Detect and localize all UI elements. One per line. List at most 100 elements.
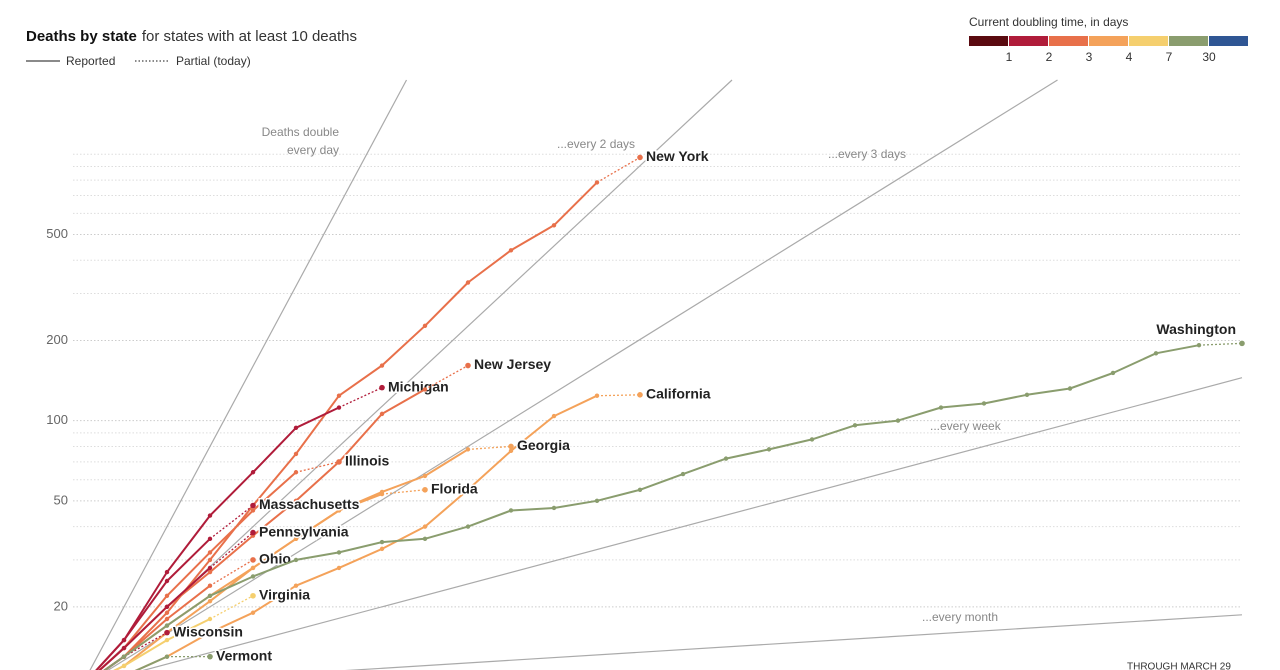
state-label: Washington <box>1156 321 1236 337</box>
data-point <box>938 405 944 410</box>
data-point <box>336 565 342 571</box>
color-legend-tick: 30 <box>1202 50 1216 64</box>
data-point <box>551 223 557 228</box>
data-point <box>637 154 643 161</box>
color-legend-swatch <box>1169 36 1208 46</box>
series-line <box>103 181 598 670</box>
data-point <box>336 550 342 555</box>
chart-subtitle: for states with at least 10 deaths <box>142 28 357 45</box>
data-point <box>250 565 256 571</box>
series-line <box>95 538 211 670</box>
data-point <box>164 610 170 615</box>
color-legend-swatch <box>1209 36 1248 46</box>
data-point <box>379 546 385 552</box>
partial-segment <box>424 364 469 390</box>
reference-line <box>89 79 408 670</box>
data-point <box>121 637 127 643</box>
legend-dotted-label: Partial (today) <box>176 54 251 68</box>
data-point <box>207 557 213 563</box>
data-point <box>207 598 213 604</box>
series-line <box>134 655 168 670</box>
state-label: Florida <box>431 480 478 496</box>
data-point <box>164 604 170 610</box>
data-point <box>379 384 385 391</box>
series <box>113 592 256 670</box>
series-line <box>113 618 211 670</box>
data-point <box>250 610 256 615</box>
data-point <box>164 569 170 575</box>
data-point <box>250 529 256 536</box>
y-tick-label: 50 <box>54 492 68 507</box>
partial-segment <box>596 156 641 183</box>
data-point <box>336 459 342 465</box>
data-point <box>293 470 299 475</box>
series <box>95 502 256 670</box>
state-label: Michigan <box>388 378 449 394</box>
data-point <box>164 578 170 584</box>
series <box>103 557 256 670</box>
data-point <box>680 471 686 477</box>
reference-line <box>107 79 1058 670</box>
data-point <box>465 280 471 285</box>
color-legend-tick: 2 <box>1046 50 1053 64</box>
color-legend-swatch <box>1089 36 1128 46</box>
data-point <box>164 654 170 659</box>
chart-heading: Deaths by state for states with at least … <box>26 28 357 45</box>
data-point <box>207 583 213 588</box>
reference-label: Deaths double <box>262 125 340 139</box>
data-point <box>250 574 256 579</box>
color-legend-title: Current doubling time, in days <box>969 15 1128 29</box>
partial-segment <box>1198 342 1243 346</box>
data-point <box>1110 370 1116 376</box>
color-legend-tick: 7 <box>1166 50 1173 64</box>
data-point <box>121 654 127 659</box>
data-point <box>293 425 299 430</box>
series-line <box>103 584 211 670</box>
data-point <box>465 524 471 529</box>
data-point <box>336 508 342 513</box>
partial-segment <box>596 394 641 397</box>
data-point <box>250 592 256 599</box>
data-point <box>809 437 815 442</box>
partial-segment <box>209 505 254 540</box>
data-point <box>164 623 170 628</box>
data-point <box>508 448 514 454</box>
reference-label: ...every week <box>930 419 1002 433</box>
series-line <box>113 493 383 670</box>
y-tick-label: 200 <box>46 332 68 347</box>
data-point <box>207 550 213 555</box>
data-point <box>422 473 428 479</box>
data-point <box>207 653 213 660</box>
data-point <box>207 569 213 575</box>
data-point <box>1067 386 1073 391</box>
reference-label: ...every 3 days <box>828 147 906 161</box>
data-point <box>164 616 170 622</box>
data-point <box>164 593 170 598</box>
y-tick-label: 500 <box>46 226 68 241</box>
data-point <box>508 443 514 450</box>
data-point <box>723 456 729 461</box>
partial-segment <box>467 445 512 451</box>
state-label: Georgia <box>517 437 570 453</box>
data-point <box>981 401 987 406</box>
data-point <box>637 392 643 398</box>
state-label: Illinois <box>345 453 390 469</box>
partial-segment <box>381 489 426 495</box>
partial-segment <box>295 461 340 473</box>
data-point <box>336 405 342 410</box>
data-point <box>250 502 256 509</box>
data-point <box>766 447 772 452</box>
series <box>103 154 643 670</box>
data-point <box>250 557 256 563</box>
series <box>134 653 213 670</box>
series <box>103 340 1245 670</box>
data-point <box>465 362 471 369</box>
data-point <box>207 536 213 542</box>
series <box>103 443 514 670</box>
data-point <box>293 583 299 588</box>
data-point <box>207 616 213 622</box>
data-point <box>293 557 299 563</box>
note: THROUGH MARCH 29 <box>1127 662 1231 670</box>
